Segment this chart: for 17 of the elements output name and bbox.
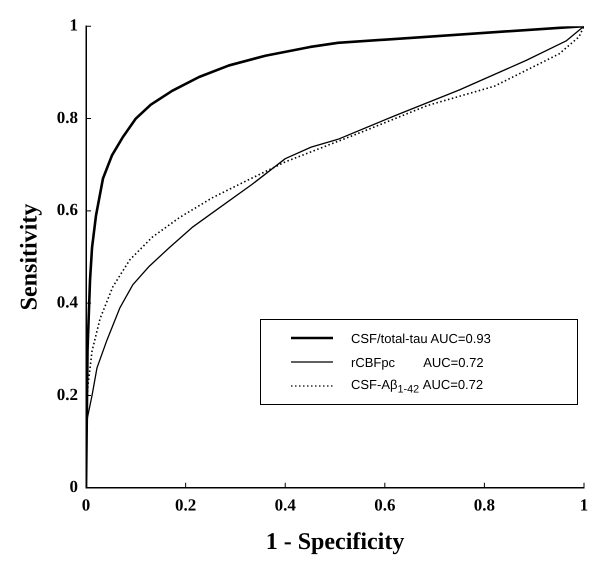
y-axis-title: Sensitivity: [16, 204, 43, 310]
y-tick-label: 0: [70, 477, 78, 496]
legend-label: CSF/total-tau AUC=0.93: [351, 330, 491, 346]
x-tick-label: 0.2: [175, 495, 196, 514]
y-tick-label: 0.6: [56, 200, 78, 220]
legend-label: rCBFpc AUC=0.72: [351, 354, 484, 370]
x-tick-label: 0.8: [474, 495, 496, 514]
x-tick-label: 0.4: [274, 495, 296, 514]
x-tick-label: 0.6: [374, 495, 396, 514]
x-tick-label: 0: [82, 495, 90, 514]
x-tick-label: 1: [580, 495, 588, 514]
y-tick-label: 0.4: [56, 292, 79, 312]
y-tick-label: 0.2: [56, 384, 78, 404]
y-tick-label: 0.8: [56, 108, 78, 127]
x-axis-title: 1 - Specificity: [266, 528, 404, 555]
legend-label: CSF-Aβ$_{1-42}$ AUC=0.72: [351, 376, 484, 396]
y-tick-label: 1: [70, 16, 78, 35]
